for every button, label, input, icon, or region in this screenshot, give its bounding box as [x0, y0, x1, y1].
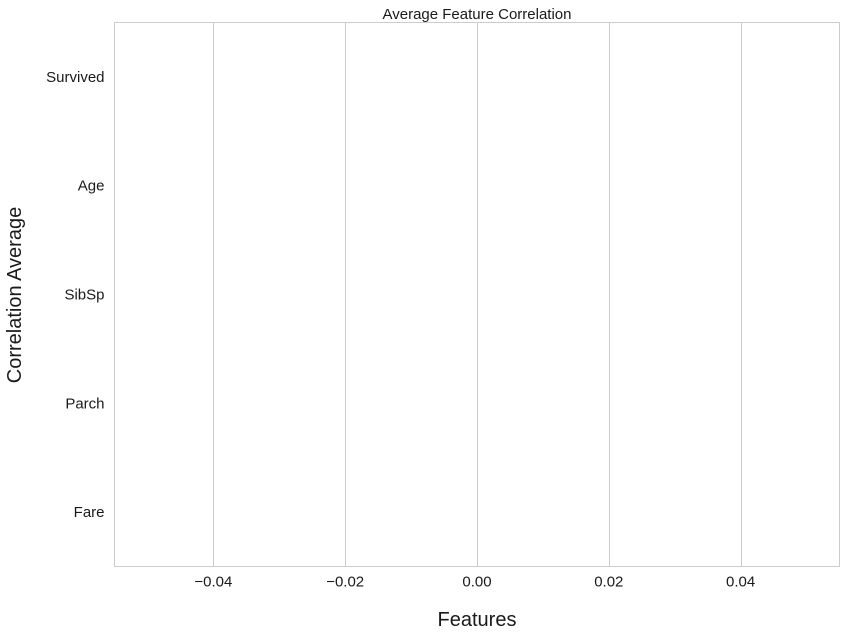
y-tick-label: Survived: [46, 69, 104, 86]
x-tick-labels: −0.04 −0.02 0.00 0.02 0.04: [194, 574, 755, 591]
chart-title: Average Feature Correlation: [383, 6, 572, 23]
y-tick-label: Fare: [74, 504, 105, 521]
x-tick-label: 0.02: [594, 574, 623, 591]
plot-area-frame: [114, 22, 840, 567]
x-tick-label: 0.00: [462, 574, 491, 591]
grid-lines: [213, 22, 742, 567]
y-tick-labels: Survived Age SibSp Parch Fare: [46, 69, 104, 521]
x-axis-label: Features: [438, 609, 517, 631]
y-tick-label: Parch: [65, 395, 104, 412]
y-tick-label: SibSp: [64, 287, 104, 304]
x-tick-label: 0.04: [726, 574, 755, 591]
x-tick-label: −0.04: [194, 574, 232, 591]
y-tick-label: Age: [78, 178, 105, 195]
x-tick-label: −0.02: [326, 574, 364, 591]
y-axis-label: Correlation Average: [4, 207, 26, 383]
